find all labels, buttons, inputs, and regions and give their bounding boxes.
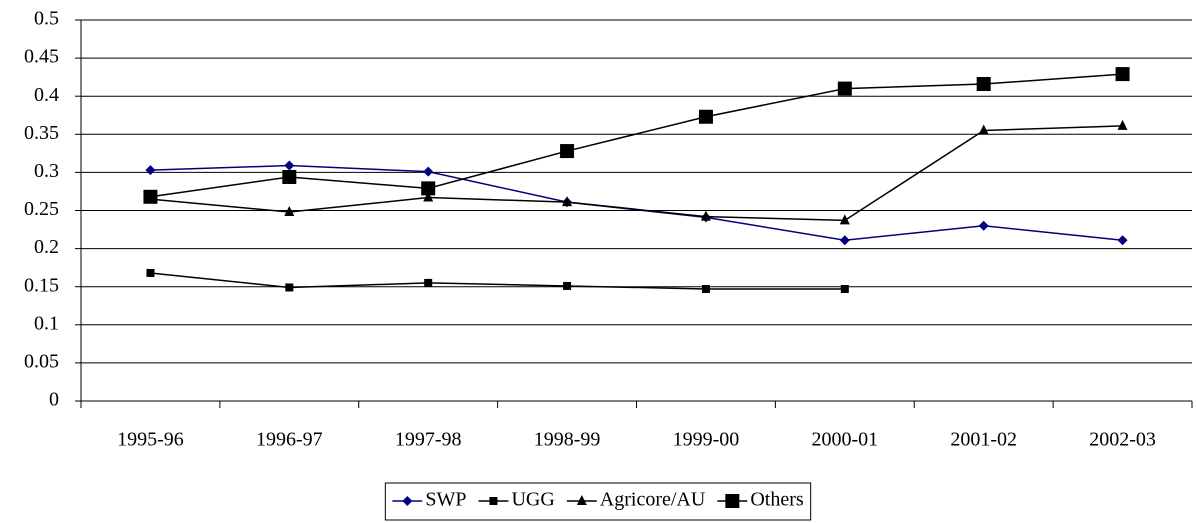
y-tick-label: 0.2 [34, 236, 59, 258]
marker [145, 165, 156, 176]
legend-box [384, 482, 812, 521]
marker [1117, 235, 1128, 246]
marker [402, 496, 413, 506]
marker [423, 191, 434, 202]
y-tick-label: 0.1 [34, 312, 59, 334]
y-tick-label: 0.25 [24, 198, 59, 220]
y-tick-label: 0.35 [24, 122, 59, 144]
marker [423, 166, 434, 177]
marker [421, 181, 436, 196]
marker [284, 206, 295, 217]
x-tick-label: 1996-97 [256, 429, 323, 451]
marker [285, 283, 294, 292]
x-tick-label: 1999-00 [673, 429, 740, 451]
y-tick-label: 0.45 [24, 46, 59, 68]
marker [282, 169, 297, 184]
marker [976, 77, 991, 92]
marker [563, 281, 572, 290]
x-tick-label: 2002-03 [1089, 429, 1156, 451]
marker [978, 124, 989, 135]
y-tick-label: 0 [49, 389, 59, 411]
marker [725, 494, 740, 508]
series-line [150, 125, 1123, 222]
legend-label: SWP [425, 489, 466, 511]
marker [700, 210, 711, 221]
y-tick-label: 0.4 [34, 84, 59, 106]
marker [576, 495, 587, 505]
series-line [150, 272, 845, 290]
series-line [150, 73, 1123, 198]
marker [698, 109, 713, 124]
marker [839, 235, 850, 246]
x-tick-label: 1995-96 [117, 429, 184, 451]
y-tick-label: 0.5 [34, 8, 59, 30]
marker [978, 220, 989, 231]
marker [562, 196, 573, 207]
marker [1115, 67, 1130, 82]
marker [284, 160, 295, 171]
x-tick-label: 2001-02 [950, 429, 1017, 451]
marker [489, 497, 498, 505]
y-tick-label: 0.15 [24, 274, 59, 296]
x-tick-label: 2000-01 [811, 429, 878, 451]
x-tick-label: 1997-98 [395, 429, 462, 451]
marker [146, 268, 155, 277]
marker [840, 284, 849, 293]
y-tick-label: 0.05 [24, 350, 59, 372]
marker [701, 284, 710, 293]
legend: SWP UGG Agricore/AU Others [384, 482, 812, 521]
marker [560, 144, 575, 159]
marker [143, 189, 158, 204]
marker [839, 214, 850, 225]
legend-label: UGG [511, 489, 554, 511]
marker [424, 278, 433, 287]
x-tick-label: 1998-99 [534, 429, 601, 451]
legend-label: Others [750, 489, 804, 511]
legend-label: Agricore/AU [600, 489, 706, 511]
marker [1117, 119, 1128, 130]
marker [837, 81, 852, 96]
y-tick-label: 0.3 [34, 160, 59, 182]
